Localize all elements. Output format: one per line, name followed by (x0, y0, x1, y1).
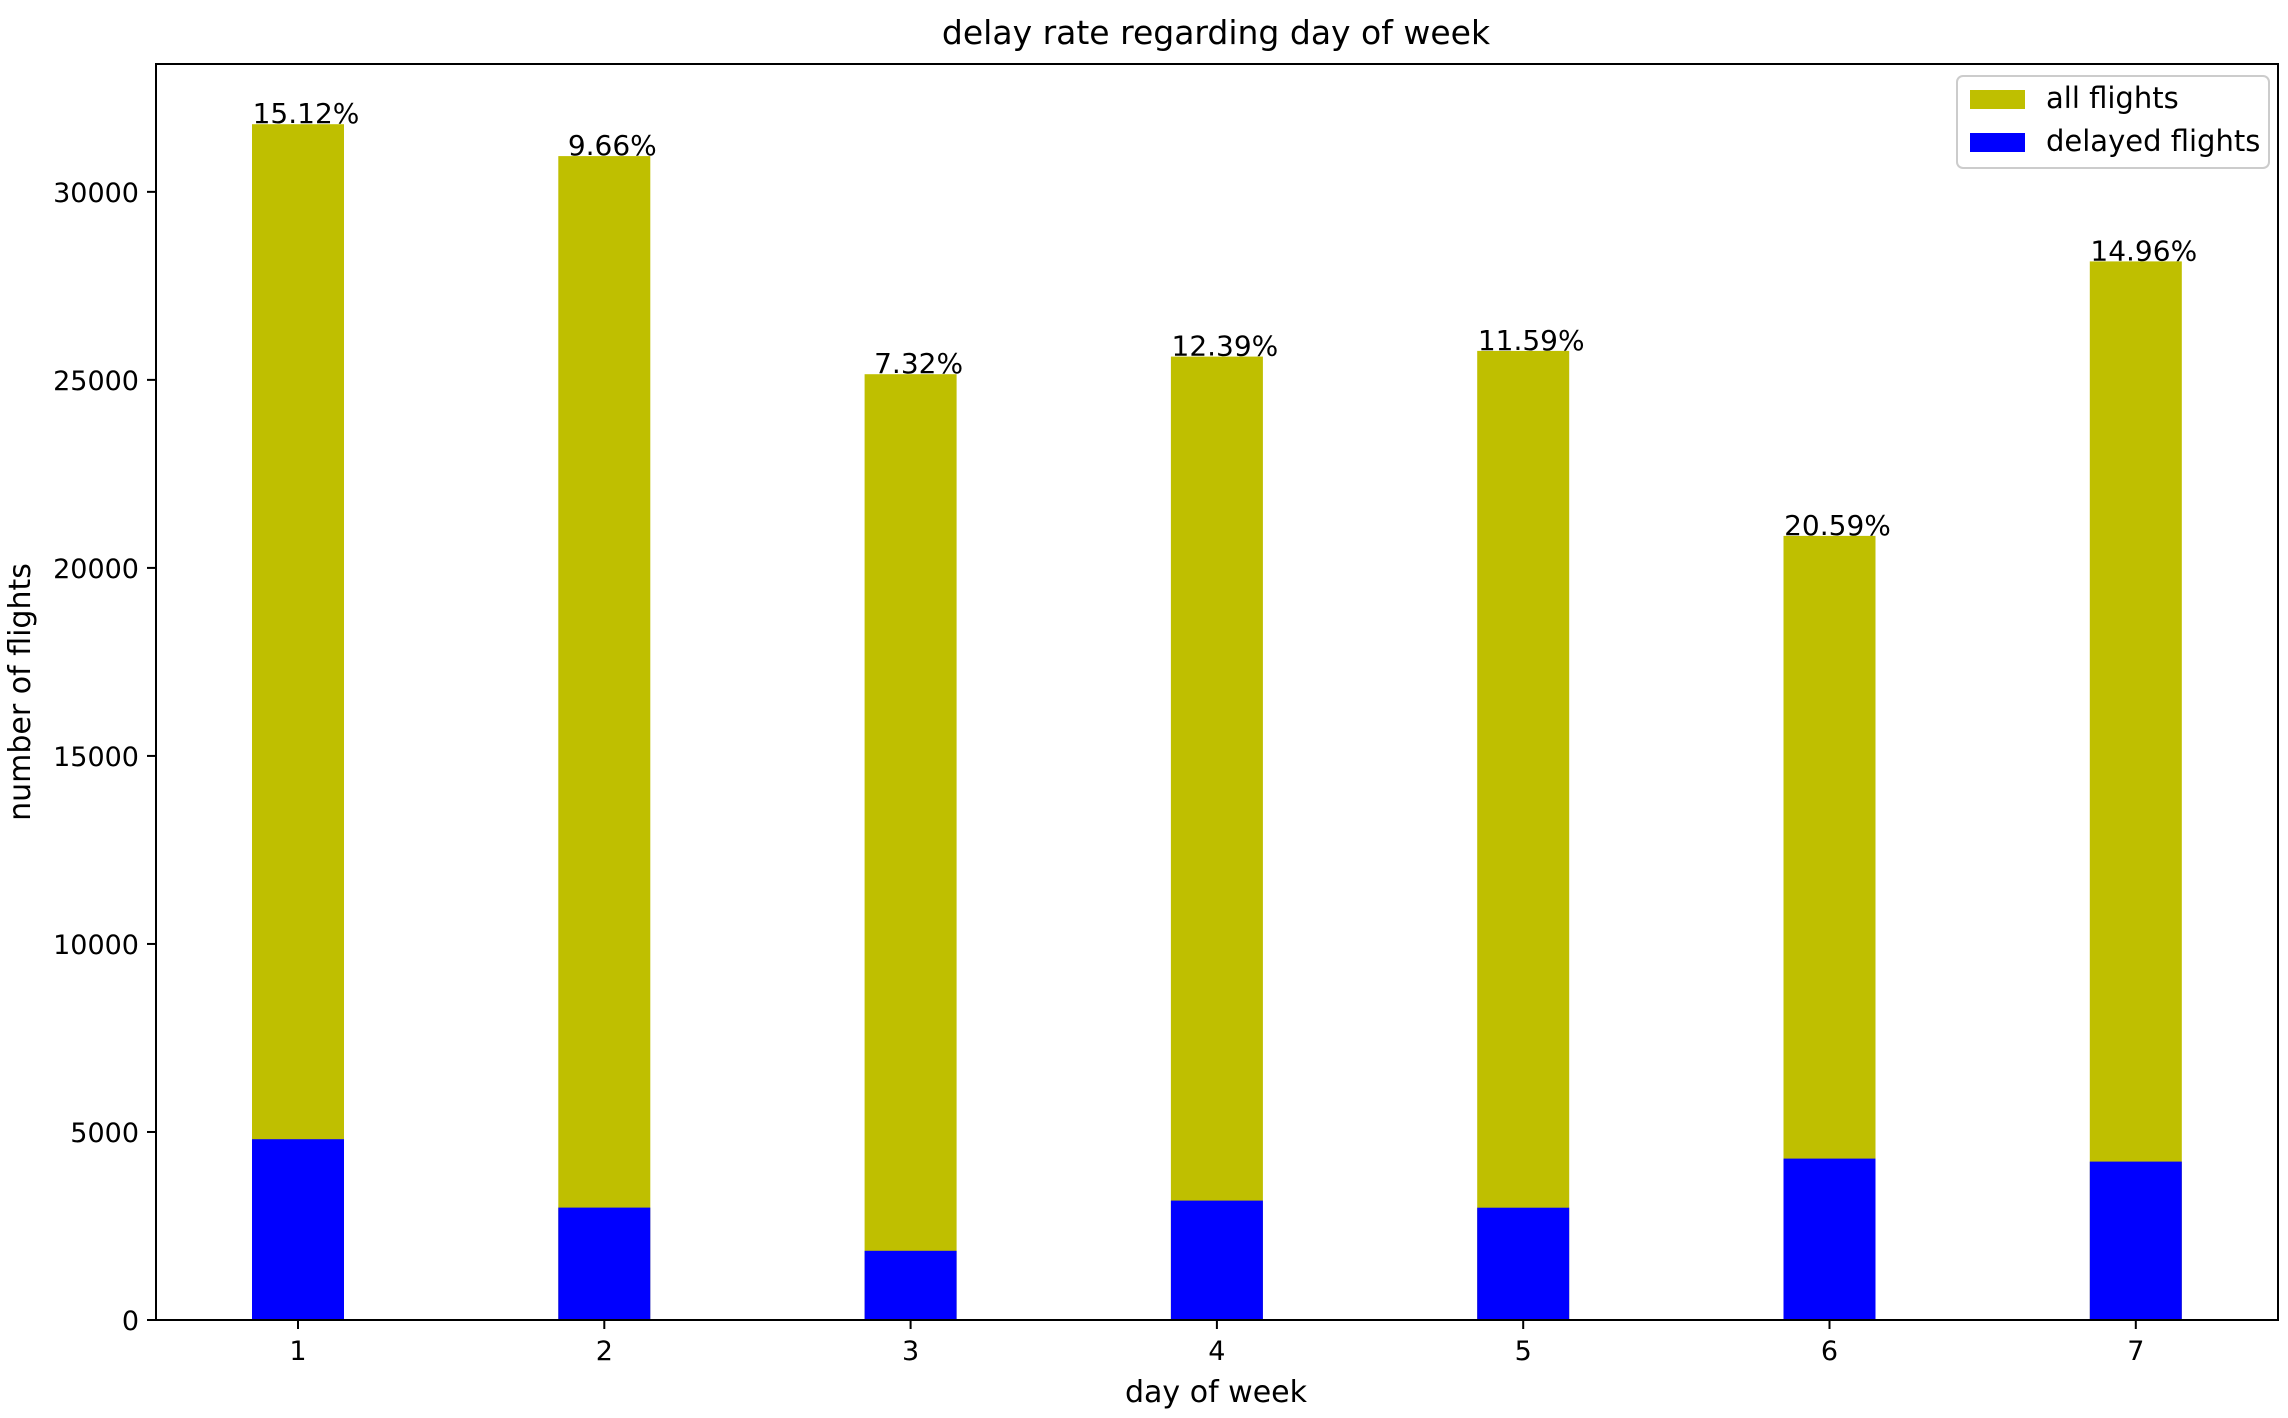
bar-all-flights-5 (1477, 350, 1570, 1320)
data-labels-layer: 15.12% 9.66% 7.32% 12.39% 11.59% 20.59% 14.96% (253, 97, 2198, 542)
x-tick-label-6: 6 (1821, 1336, 1838, 1367)
bar-delayed-flights-3 (864, 1250, 957, 1320)
y-tick-label-0: 0 (122, 1306, 139, 1337)
x-axis-label: day of week (1125, 1375, 1308, 1410)
bar-delayed-flights-4 (1170, 1200, 1263, 1320)
bar-delayed-flights-2 (558, 1207, 651, 1320)
legend-swatch-all-flights (1970, 90, 2025, 109)
y-tick-label-10000: 10000 (53, 930, 139, 961)
legend-label-all-flights: all flights (2046, 81, 2179, 115)
chart-title: delay rate regarding day of week (942, 13, 1491, 52)
data-label-7: 14.96% (2090, 234, 2197, 267)
data-label-6: 20.59% (1784, 509, 1891, 542)
x-tick-label-2: 2 (596, 1336, 613, 1367)
y-tick-label-5000: 5000 (70, 1118, 139, 1149)
bar-delayed-flights-7 (2089, 1161, 2182, 1320)
legend-box (1956, 75, 2270, 169)
bar-all-flights-7 (2089, 261, 2182, 1320)
x-tick-label-3: 3 (902, 1336, 919, 1367)
bar-all-flights-4 (1170, 356, 1263, 1321)
x-tick-label-5: 5 (1515, 1336, 1532, 1367)
legend-label-delayed-flights: delayed flights (2046, 124, 2260, 158)
y-axis-label: number of flights (3, 563, 38, 821)
bar-all-flights-3 (864, 374, 957, 1320)
y-tick-label-20000: 20000 (53, 554, 139, 585)
data-label-2: 9.66% (568, 129, 657, 162)
x-tick-label-1: 1 (289, 1336, 306, 1367)
bar-delayed-flights-1 (252, 1139, 344, 1320)
data-label-1: 15.12% (253, 97, 360, 130)
legend: all flights delayed flights (1956, 75, 2270, 169)
y-tick-label-30000: 30000 (53, 178, 139, 209)
legend-swatch-delayed-flights (1970, 133, 2025, 152)
y-tick-label-25000: 25000 (53, 366, 139, 397)
data-label-5: 11.59% (1478, 324, 1585, 357)
bars-layer (252, 124, 2182, 1321)
bar-all-flights-2 (558, 156, 651, 1321)
x-tick-label-4: 4 (1208, 1336, 1225, 1367)
ticks-layer: 1 2 3 4 5 6 7 0 5000 10000 15000 20000 25000 30000 (53, 178, 2144, 1367)
data-label-4: 12.39% (1172, 330, 1279, 363)
bar-delayed-flights-5 (1477, 1207, 1570, 1320)
y-tick-label-15000: 15000 (53, 742, 139, 773)
bar-all-flights-1 (252, 124, 344, 1321)
bar-delayed-flights-6 (1783, 1158, 1876, 1320)
x-tick-label-7: 7 (2127, 1336, 2144, 1367)
data-label-3: 7.32% (874, 347, 963, 380)
